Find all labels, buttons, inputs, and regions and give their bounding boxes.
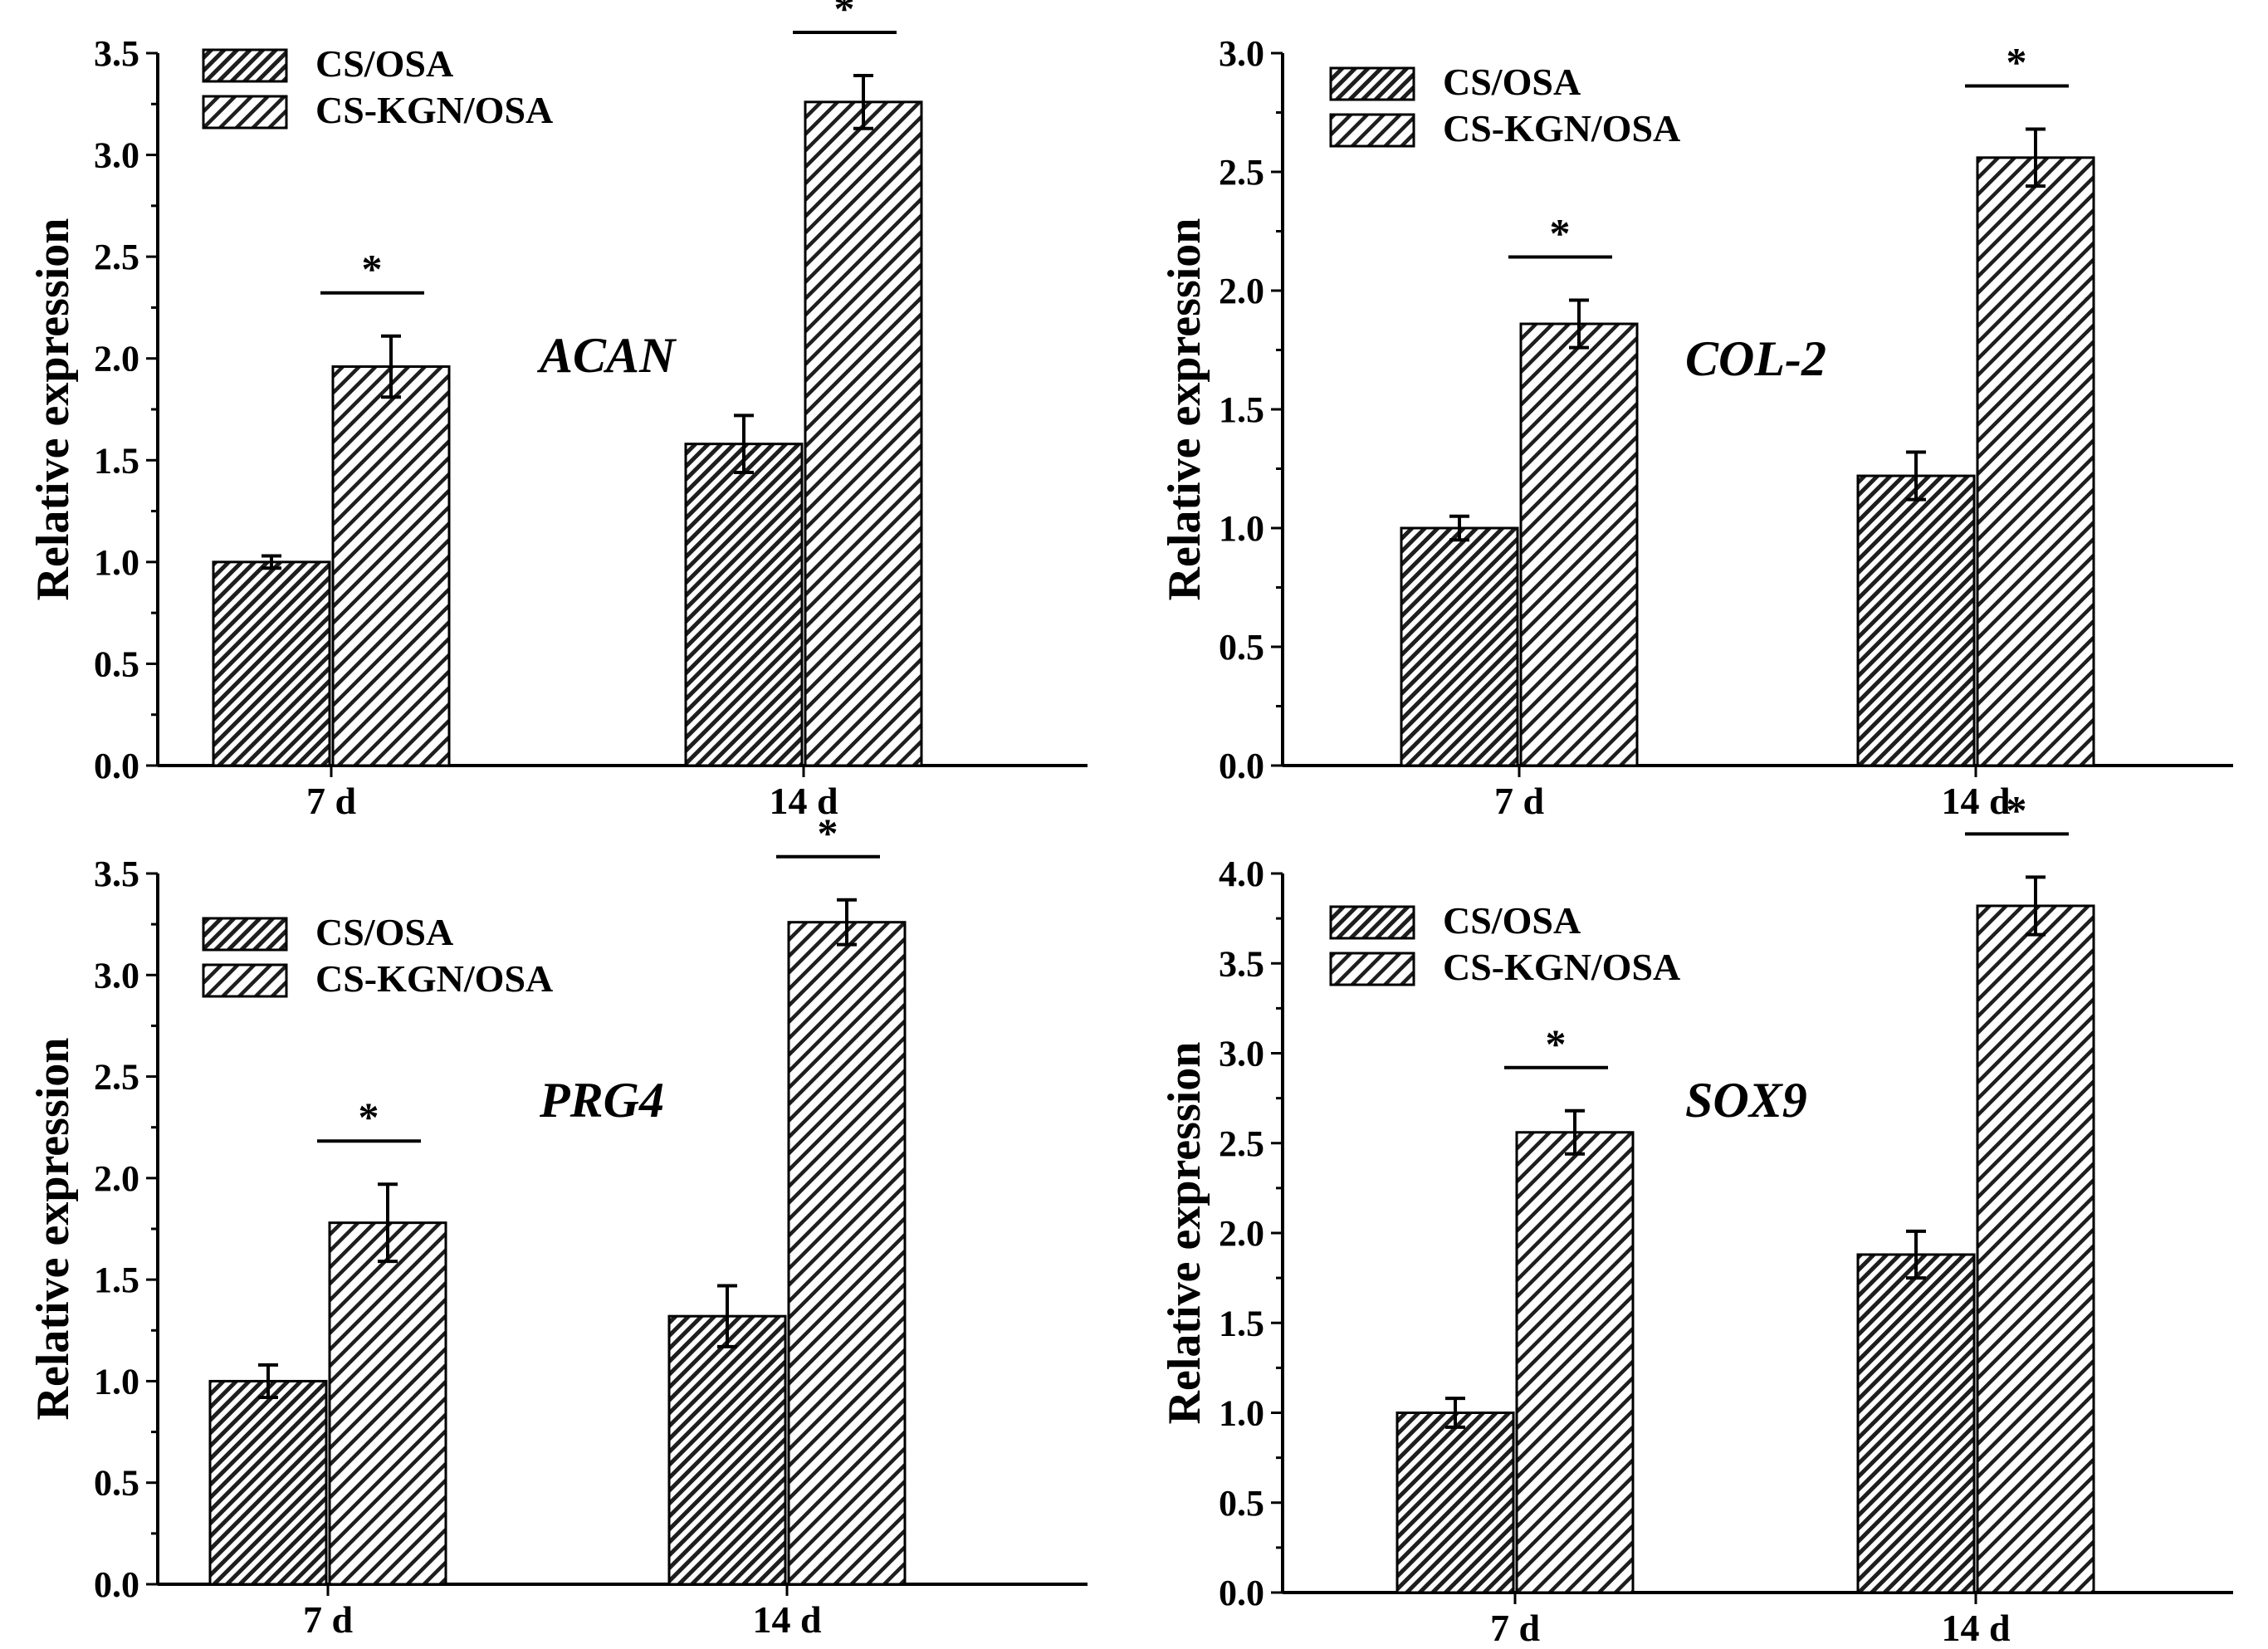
y-tick-label: 2.0 [1219,271,1264,311]
y-tick-label: 1.0 [94,1361,139,1402]
bar-cs-kgn-osa [1519,322,1639,767]
y-axis-title: Relative expression [27,1038,79,1421]
bar-cs-kgn-osa [1515,1131,1635,1594]
legend-swatch [202,963,288,998]
x-category-label: 14 d [1941,780,2011,822]
y-tick-label: 1.0 [1219,1393,1264,1434]
y-tick-label: 3.0 [94,135,139,176]
y-tick-label: 3.5 [94,854,139,894]
y-tick-label: 1.5 [94,1260,139,1300]
y-tick-label: 2.5 [94,1057,139,1098]
y-tick-label: 4.0 [1219,854,1264,894]
x-category-label: 7 d [1494,780,1545,822]
bar-cs-osa [684,443,804,767]
y-tick-label: 3.0 [1219,1034,1264,1074]
x-category-label: 7 d [306,780,357,822]
y-tick-label: 0.5 [94,1463,139,1504]
y-axis-title: Relative expression [1159,1042,1210,1425]
bar-cs-osa [1856,1253,1976,1594]
bar-cs-osa [1856,474,1976,767]
chart-panel-top-right: 0.0 0.5 1.0 1.5 2.0 2.5 3.0 Relative expression… [1159,33,2233,822]
bar-cs-kgn-osa [1976,156,2095,767]
y-tick-label: 1.5 [94,440,139,481]
x-category-label: 7 d [303,1598,354,1641]
y-tick-label: 2.0 [94,1158,139,1199]
y-tick-label: 3.0 [1219,33,1264,74]
significance-star: * [359,1094,379,1140]
y-tick-label: 1.5 [1219,1303,1264,1343]
y-tick-label: 0.0 [94,746,139,786]
y-tick-label: 2.5 [94,237,139,277]
bar-cs-osa [667,1314,787,1586]
gene-label: COL-2 [1685,331,1826,386]
legend-swatch [202,917,288,952]
legend-label: CS-KGN/OSA [1443,107,1680,149]
significance-star: * [1546,1020,1567,1067]
legend-swatch [1329,905,1415,940]
legend-label: CS/OSA [1443,899,1581,942]
y-tick-label: 2.0 [1219,1213,1264,1254]
bar-cs-kgn-osa [328,1221,447,1586]
legend-label: CS-KGN/OSA [315,89,553,131]
bar-cs-osa [212,560,331,767]
legend-label: CS-KGN/OSA [315,957,553,1000]
y-axis-title: Relative expression [27,218,79,601]
y-tick-label: 0.5 [1219,627,1264,668]
gene-label: SOX9 [1685,1073,1807,1128]
bar-cs-kgn-osa [1976,904,2095,1594]
legend-label: CS/OSA [1443,61,1581,103]
x-category-label: 14 d [769,780,838,822]
chart-panel-bottom-left: 0.0 0.5 1.0 1.5 2.0 2.5 3.0 3.5 Relative express… [27,810,1088,1641]
gene-label: PRG4 [539,1073,664,1128]
legend-swatch [1329,952,1415,986]
significance-star: * [2006,39,2027,86]
legend-label: CS/OSA [315,911,453,953]
y-tick-label: 0.5 [94,643,139,684]
significance-star: * [362,246,383,292]
legend-swatch [1329,113,1415,148]
y-tick-label: 2.5 [1219,1123,1264,1164]
legend-swatch [202,48,288,83]
y-tick-label: 3.5 [1219,943,1264,984]
significance-star: * [2006,786,2027,833]
legend-swatch [202,95,288,130]
y-tick-label: 0.0 [1219,1573,1264,1613]
x-category-label: 14 d [1941,1607,2011,1649]
y-tick-label: 2.5 [1219,152,1264,193]
bar-cs-kgn-osa [331,365,451,767]
y-tick-label: 0.0 [94,1564,139,1605]
chart-panel-top-left: 0.0 0.5 1.0 1.5 2.0 2.5 3.0 3.5 Relative express… [27,0,1088,822]
y-tick-label: 0.0 [1219,746,1264,786]
legend-label: CS/OSA [315,42,453,85]
legend-swatch [1329,66,1415,101]
y-tick-label: 0.5 [1219,1483,1264,1524]
y-tick-label: 1.5 [1219,389,1264,430]
significance-star: * [818,810,838,856]
x-category-label: 14 d [752,1598,822,1641]
y-tick-label: 1.0 [94,542,139,583]
bar-cs-kgn-osa [787,921,907,1586]
gene-label: ACAN [536,328,677,383]
bar-cs-osa [208,1379,328,1586]
significance-star: * [834,0,855,32]
significance-star: * [1550,209,1571,256]
y-tick-label: 1.0 [1219,508,1264,549]
bar-cs-kgn-osa [804,100,923,767]
y-tick-label: 3.5 [94,33,139,74]
y-tick-label: 2.0 [94,339,139,379]
legend-label: CS-KGN/OSA [1443,946,1680,988]
x-category-label: 7 d [1490,1607,1541,1649]
y-tick-label: 3.0 [94,955,139,996]
bar-cs-osa [1396,1412,1515,1594]
chart-panel-bottom-right: 0.0 0.5 1.0 1.5 2.0 2.5 3.0 3.5 4.0 Relative expr… [1159,786,2233,1649]
y-axis-title: Relative expression [1159,218,1210,601]
bar-cs-osa [1400,526,1519,767]
